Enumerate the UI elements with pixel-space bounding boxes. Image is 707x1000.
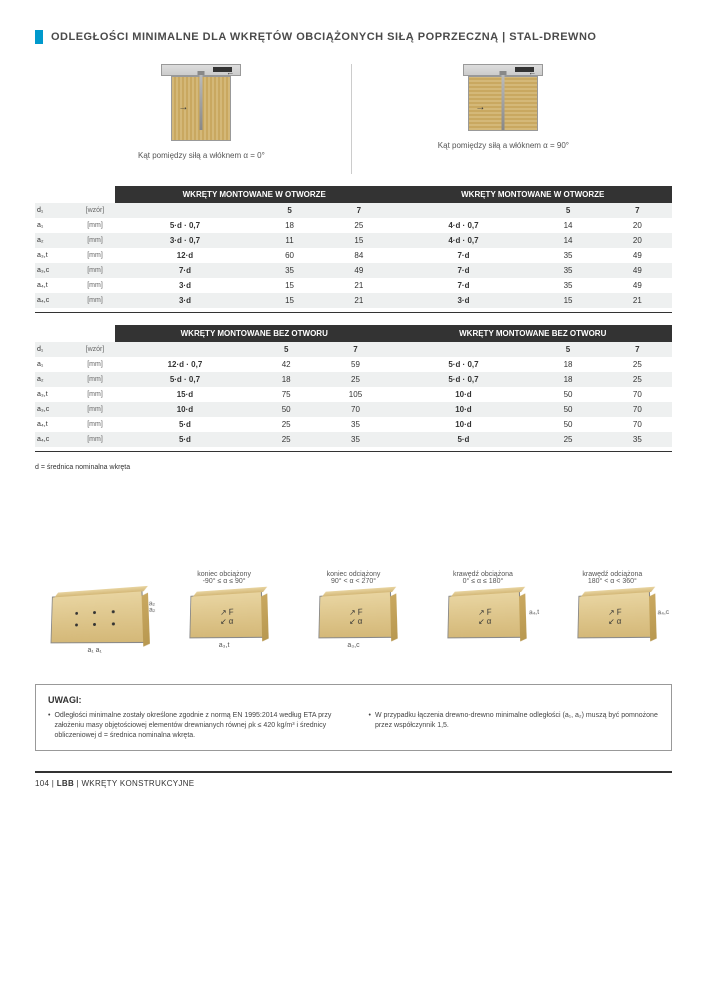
table-row: a₄,t[mm]3·d15217·d3549 xyxy=(35,278,672,293)
bottom-diagrams: a₂ a₂a₁ a₁koniec obciążony -90° ≤ α ≤ 90… xyxy=(35,571,672,654)
page-header: ODLEGŁOŚCI MINIMALNE DLA WKRĘTÓW OBCIĄŻO… xyxy=(35,30,672,44)
notes-title: UWAGI: xyxy=(48,695,659,705)
page-footer: 104 | LBB | WKRĘTY KONSTRUKCYJNE xyxy=(35,771,672,788)
header-title: ODLEGŁOŚCI MINIMALNE DLA WKRĘTÓW OBCIĄŻO… xyxy=(51,31,596,43)
table-row: a₁[mm]5·d · 0,718254·d · 0,71420 xyxy=(35,218,672,233)
table-footnote: d = średnica nominalna wkręta xyxy=(35,464,672,471)
table2-header-left: WKRĘTY MONTOWANE BEZ OTWORU xyxy=(115,325,393,342)
table-row: a₄,c[mm]3·d15213·d1521 xyxy=(35,293,672,308)
bottom-diagram-item: koniec obciążony -90° ≤ α ≤ 90°↗ F↙ αa₃,… xyxy=(164,571,283,654)
table-2-wrap: WKRĘTY MONTOWANE BEZ OTWORU WKRĘTY MONTO… xyxy=(35,325,672,452)
table-row: a₃,c[mm]7·d35497·d3549 xyxy=(35,263,672,278)
table-row: a₄,t[mm]5·d253510·d5070 xyxy=(35,417,672,432)
diagram-left-caption: Kąt pomiędzy siłą a włóknem α = 0° xyxy=(138,151,265,160)
top-diagrams-row: ← → Kąt pomiędzy siłą a włóknem α = 0° ←… xyxy=(35,64,672,174)
notes-right: W przypadku łączenia drewno-drewno minim… xyxy=(369,711,660,740)
table-row: a₃,c[mm]10·d507010·d5070 xyxy=(35,402,672,417)
screw-illustration-horizontal: ← → xyxy=(463,64,543,131)
bottom-diagram-item: krawędź obciążona 0° ≤ α ≤ 180°↗ F↙ αa₄,… xyxy=(423,571,542,654)
footer-brand: LBB xyxy=(57,779,74,788)
table-1-wrap: WKRĘTY MONTOWANE W OTWORZE WKRĘTY MONTOW… xyxy=(35,186,672,313)
notes-left: Odległości minimalne zostały określone z… xyxy=(48,711,339,740)
table-row: a₃,t[mm]15·d7510510·d5070 xyxy=(35,387,672,402)
diagram-right-caption: Kąt pomiędzy siłą a włóknem α = 90° xyxy=(438,141,569,150)
diagram-right: ← → Kąt pomiędzy siłą a włóknem α = 90° xyxy=(438,64,569,174)
bottom-diagram-item: a₂ a₂a₁ a₁ xyxy=(35,571,154,654)
table-2: WKRĘTY MONTOWANE BEZ OTWORU WKRĘTY MONTO… xyxy=(35,325,672,447)
notes-box: UWAGI: Odległości minimalne zostały okre… xyxy=(35,684,672,751)
table-row: a₁[mm]12·d · 0,742595·d · 0,71825 xyxy=(35,357,672,372)
table-1: WKRĘTY MONTOWANE W OTWORZE WKRĘTY MONTOW… xyxy=(35,186,672,308)
page-number: 104 xyxy=(35,779,49,788)
table-row: a₃,t[mm]12·d60847·d3549 xyxy=(35,248,672,263)
header-accent-bar xyxy=(35,30,43,44)
table-row: a₂[mm]3·d · 0,711154·d · 0,71420 xyxy=(35,233,672,248)
diagram-left: ← → Kąt pomiędzy siłą a włóknem α = 0° xyxy=(138,64,265,174)
bottom-diagram-item: krawędź odciążona 180° < α < 360°↗ F↙ αa… xyxy=(553,571,672,654)
table1-header-right: WKRĘTY MONTOWANE W OTWORZE xyxy=(393,186,672,203)
bottom-diagram-item: koniec odciążony 90° < α < 270°↗ F↙ αa₃,… xyxy=(294,571,413,654)
screw-illustration-vertical: ← → xyxy=(161,64,241,141)
vertical-divider xyxy=(351,64,352,174)
table1-header-left: WKRĘTY MONTOWANE W OTWORZE xyxy=(115,186,393,203)
table-row: a₄,c[mm]5·d25355·d2535 xyxy=(35,432,672,447)
table-row: a₂[mm]5·d · 0,718255·d · 0,71825 xyxy=(35,372,672,387)
table2-header-right: WKRĘTY MONTOWANE BEZ OTWORU xyxy=(393,325,672,342)
footer-category: | WKRĘTY KONSTRUKCYJNE xyxy=(74,779,194,788)
